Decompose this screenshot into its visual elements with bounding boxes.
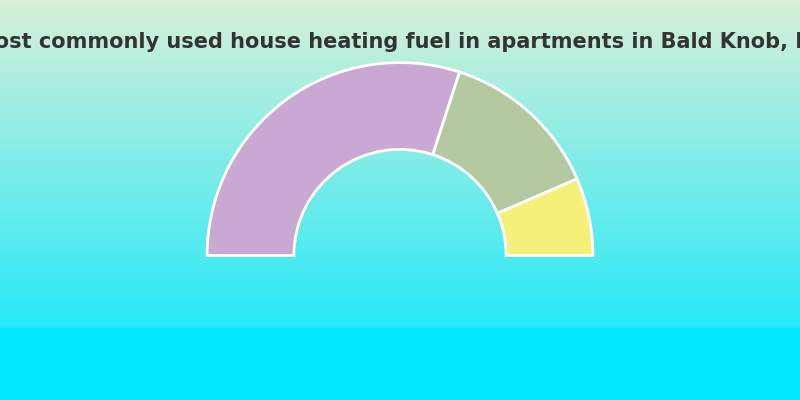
Wedge shape [207,62,460,256]
Text: Most commonly used house heating fuel in apartments in Bald Knob, KY: Most commonly used house heating fuel in… [0,32,800,52]
Wedge shape [498,179,593,256]
Bar [0,328,800,400]
Wedge shape [433,72,577,213]
